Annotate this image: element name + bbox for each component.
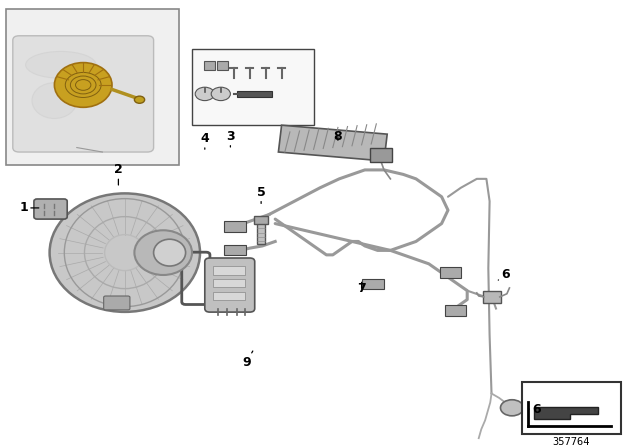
FancyBboxPatch shape	[445, 306, 466, 316]
Circle shape	[134, 96, 145, 103]
Ellipse shape	[134, 230, 192, 275]
Text: 2: 2	[114, 164, 123, 185]
Ellipse shape	[32, 83, 77, 118]
Ellipse shape	[154, 239, 186, 266]
FancyBboxPatch shape	[104, 296, 130, 310]
Text: 6: 6	[529, 403, 541, 416]
Bar	[192, 49, 314, 125]
Text: 5: 5	[257, 186, 266, 203]
Text: 357764: 357764	[552, 437, 590, 447]
Text: 8: 8	[333, 130, 342, 143]
Bar	[213, 267, 245, 275]
Bar	[254, 216, 268, 224]
Text: 4: 4	[200, 132, 209, 149]
FancyBboxPatch shape	[370, 147, 392, 162]
FancyBboxPatch shape	[217, 61, 228, 70]
FancyBboxPatch shape	[483, 291, 501, 303]
Ellipse shape	[50, 194, 200, 312]
Polygon shape	[534, 407, 598, 419]
Polygon shape	[278, 125, 387, 161]
Bar	[213, 279, 245, 287]
FancyBboxPatch shape	[224, 221, 246, 232]
FancyBboxPatch shape	[440, 267, 461, 278]
Ellipse shape	[54, 63, 112, 108]
FancyBboxPatch shape	[224, 245, 246, 255]
Bar	[6, 9, 179, 165]
FancyBboxPatch shape	[13, 36, 154, 152]
FancyBboxPatch shape	[204, 61, 215, 70]
Ellipse shape	[26, 52, 96, 78]
Text: 1: 1	[19, 202, 39, 215]
Text: 7: 7	[357, 282, 366, 295]
Circle shape	[195, 87, 214, 101]
Text: 6: 6	[499, 268, 510, 281]
Bar	[522, 382, 621, 434]
Circle shape	[211, 87, 230, 101]
FancyBboxPatch shape	[205, 258, 255, 312]
Text: 3: 3	[226, 130, 235, 147]
Bar	[213, 292, 245, 300]
Circle shape	[500, 400, 524, 416]
Bar	[257, 222, 265, 244]
FancyBboxPatch shape	[362, 279, 384, 289]
FancyBboxPatch shape	[34, 199, 67, 219]
Bar	[237, 91, 272, 98]
Text: 9: 9	[242, 351, 253, 369]
